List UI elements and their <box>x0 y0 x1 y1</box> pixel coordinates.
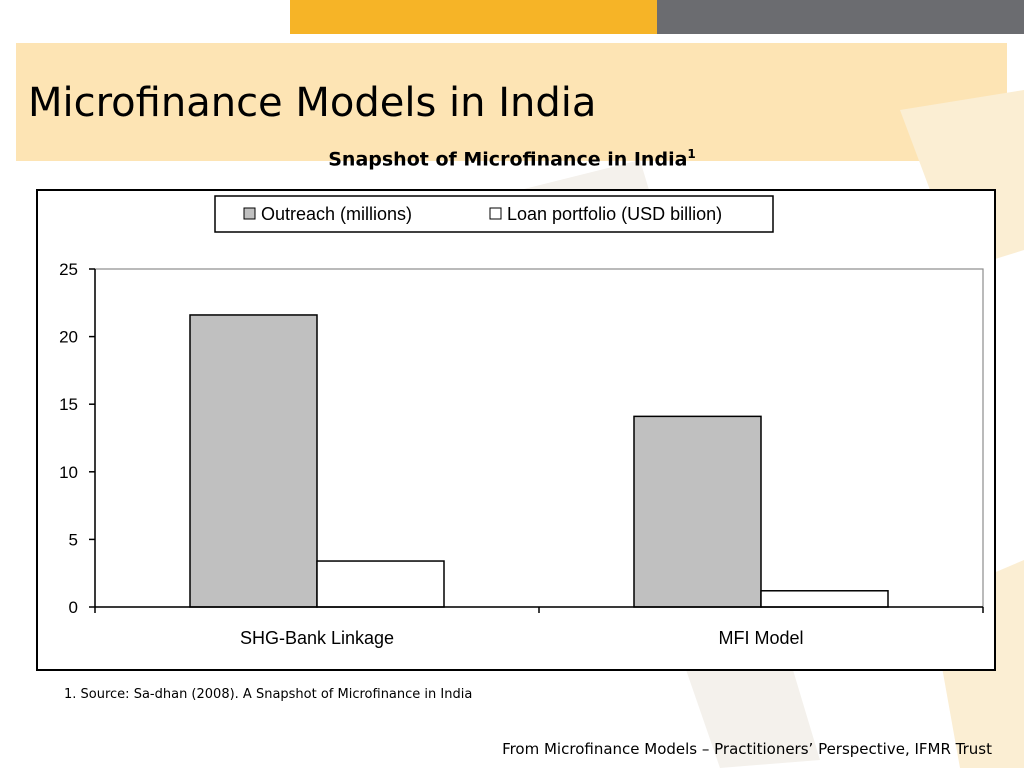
footnote-marker: 1 <box>687 147 696 161</box>
legend-label-outreach: Outreach (millions) <box>261 204 412 224</box>
page-title: Microfinance Models in India <box>28 80 597 126</box>
y-tick-label: 25 <box>59 260 78 279</box>
plot-area: SHG-Bank Linkage MFI Model 0 5 10 15 20 25 <box>59 260 984 648</box>
legend-label-loan: Loan portfolio (USD billion) <box>507 204 722 224</box>
top-accent-bar-gray <box>657 0 1024 34</box>
source-footnote: 1. Source: Sa-dhan (2008). A Snapshot of… <box>64 687 473 702</box>
legend: Outreach (millions) Loan portfolio (USD … <box>214 195 774 233</box>
top-accent-bar-yellow <box>290 0 657 34</box>
x-tick-label: MFI Model <box>718 628 803 648</box>
chart-subtitle-text: Snapshot of Microfinance in India <box>328 148 688 171</box>
bar-chart: Outreach (millions) Loan portfolio (USD … <box>59 195 984 648</box>
y-tick-label: 5 <box>69 530 78 549</box>
bar-outreach-mfi-model <box>633 415 762 608</box>
title-band <box>16 43 1007 161</box>
credit-line: From Microfinance Models – Practitioners… <box>502 740 992 758</box>
y-tick-label: 20 <box>59 328 78 347</box>
legend-swatch-loan <box>489 207 502 220</box>
y-tick-label: 0 <box>69 598 78 617</box>
chart-frame: Outreach (millions) Loan portfolio (USD … <box>36 189 996 671</box>
y-tick-label: 15 <box>59 395 78 414</box>
bar-outreach-shg-bank-linkage <box>189 314 318 608</box>
bar-loan-shg-bank-linkage <box>316 560 445 608</box>
y-tick-label: 10 <box>59 463 78 482</box>
legend-swatch-outreach <box>243 207 256 220</box>
bar-loan-mfi-model <box>760 590 889 608</box>
chart-subtitle: Snapshot of Microfinance in India1 <box>0 142 1024 171</box>
x-tick-label: SHG-Bank Linkage <box>240 628 394 648</box>
